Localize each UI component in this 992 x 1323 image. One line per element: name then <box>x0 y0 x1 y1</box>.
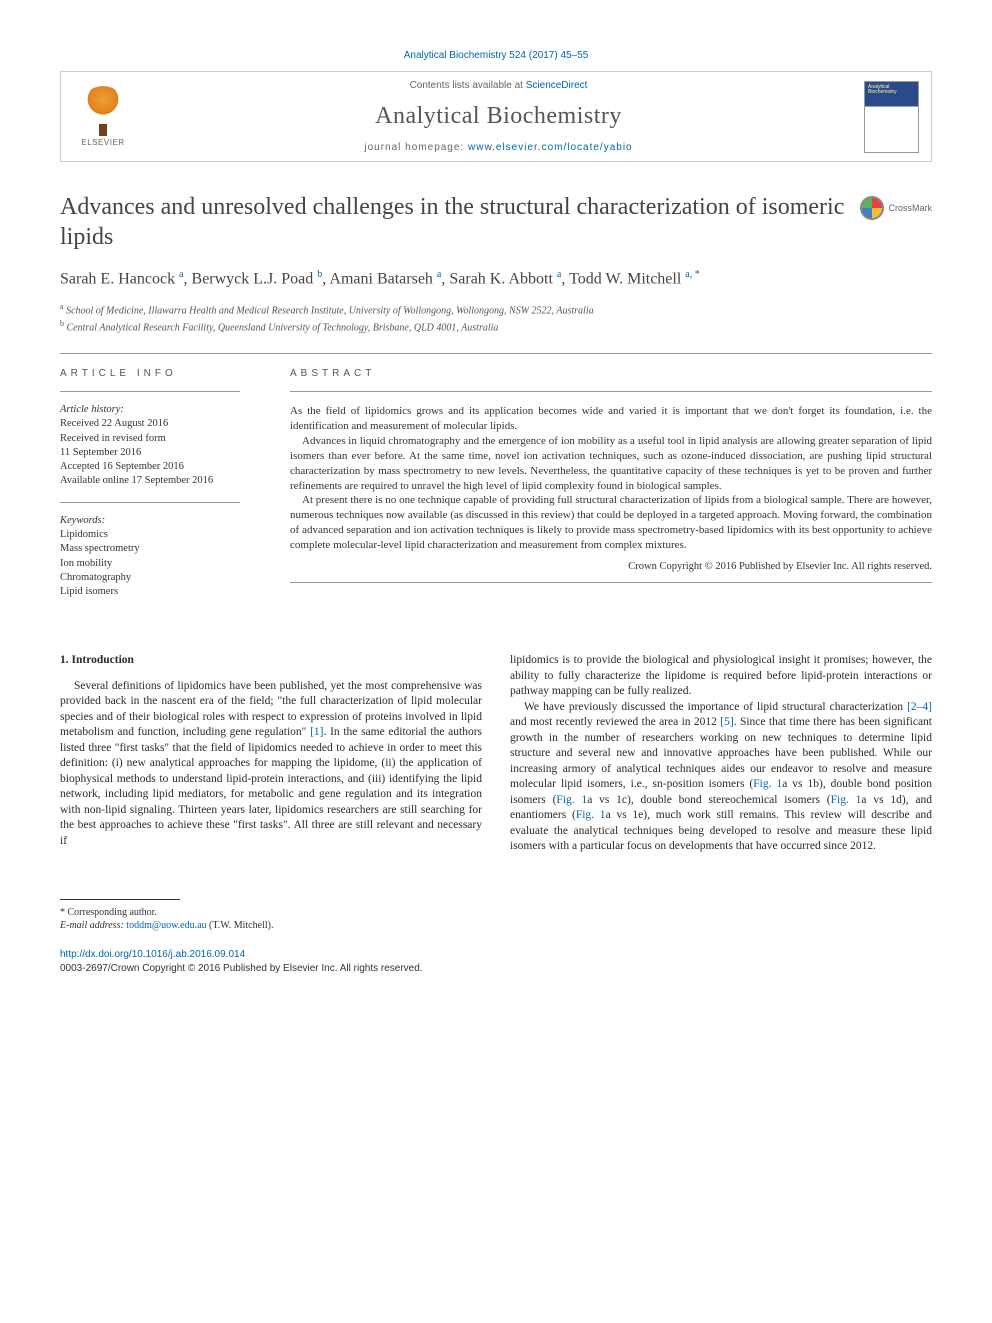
keywords-block: Lipidomics Mass spectrometry Ion mobilit… <box>60 528 260 599</box>
journal-title: Analytical Biochemistry <box>133 103 864 130</box>
keyword: Mass spectrometry <box>60 542 260 556</box>
crossmark-icon <box>860 196 884 220</box>
contents-prefix: Contents lists available at <box>410 80 526 91</box>
abstract-block: ABSTRACT As the field of lipidomics grow… <box>290 368 932 613</box>
abstract-para-2: Advances in liquid chromatography and th… <box>290 434 932 493</box>
journal-cover-thumb: Analytical Biochemistry <box>864 81 919 153</box>
keyword: Chromatography <box>60 571 260 585</box>
figure-link[interactable]: Fig. 1 <box>556 794 587 806</box>
body-column-left: 1. Introduction Several definitions of l… <box>60 653 482 932</box>
history-revised-1: Received in revised form <box>60 432 260 446</box>
history-label: Article history: <box>60 404 260 415</box>
info-rule-top <box>60 391 240 392</box>
body-para-2b: We have previously discussed the importa… <box>510 700 932 855</box>
abstract-rule-top <box>290 391 932 392</box>
article-info-block: ARTICLE INFO Article history: Received 2… <box>60 368 260 613</box>
footnote-separator <box>60 899 180 900</box>
sciencedirect-link[interactable]: ScienceDirect <box>526 80 588 91</box>
affiliations: a School of Medicine, Illawarra Health a… <box>60 301 932 336</box>
homepage-line: journal homepage: www.elsevier.com/locat… <box>133 142 864 153</box>
history-received: Received 22 August 2016 <box>60 417 260 431</box>
section-1-heading: 1. Introduction <box>60 653 482 669</box>
cover-mini-title: Analytical Biochemistry <box>868 85 915 95</box>
figure-link[interactable]: Fig. 1 <box>753 778 782 790</box>
crossmark-label: CrossMark <box>888 203 932 213</box>
figure-link[interactable]: Fig. 1 <box>576 809 606 821</box>
figure-link[interactable]: Fig. 1 <box>831 794 862 806</box>
article-title: Advances and unresolved challenges in th… <box>60 192 848 252</box>
affiliation-a: School of Medicine, Illawarra Health and… <box>66 305 594 316</box>
affiliation-b: Central Analytical Research Facility, Qu… <box>67 322 499 333</box>
journal-header: ELSEVIER Contents lists available at Sci… <box>60 71 932 162</box>
crossmark-badge[interactable]: CrossMark <box>860 196 932 220</box>
keywords-label: Keywords: <box>60 515 260 526</box>
body-text: 1. Introduction Several definitions of l… <box>60 653 932 932</box>
footnotes: * Corresponding author. E-mail address: … <box>60 906 482 932</box>
ref-link[interactable]: [1] <box>310 726 323 738</box>
ref-link[interactable]: [2–4] <box>907 701 932 713</box>
body-column-right: lipidomics is to provide the biological … <box>510 653 932 932</box>
abstract-rule-bottom <box>290 582 932 583</box>
abstract-para-1: As the field of lipidomics grows and its… <box>290 404 932 434</box>
body-para-2a: lipidomics is to provide the biological … <box>510 653 932 700</box>
ref-link[interactable]: [5] <box>720 716 733 728</box>
history-revised-2: 11 September 2016 <box>60 446 260 460</box>
elsevier-label: ELSEVIER <box>81 138 124 147</box>
email-label: E-mail address: <box>60 920 124 931</box>
elsevier-logo: ELSEVIER <box>73 82 133 152</box>
abstract-copyright: Crown Copyright © 2016 Published by Else… <box>290 561 932 572</box>
body-para-1: Several definitions of lipidomics have b… <box>60 679 482 850</box>
abstract-para-3: At present there is no one technique cap… <box>290 493 932 552</box>
author-list: Sarah E. Hancock a, Berwyck L.J. Poad b,… <box>60 268 932 291</box>
keyword: Lipidomics <box>60 528 260 542</box>
history-block: Received 22 August 2016 Received in revi… <box>60 417 260 488</box>
keyword: Ion mobility <box>60 557 260 571</box>
history-accepted: Accepted 16 September 2016 <box>60 460 260 474</box>
homepage-prefix: journal homepage: <box>364 142 468 153</box>
elsevier-tree-icon <box>81 86 125 130</box>
corresponding-note: * Corresponding author. <box>60 906 482 919</box>
journal-reference: Analytical Biochemistry 524 (2017) 45–55 <box>60 50 932 61</box>
article-info-heading: ARTICLE INFO <box>60 368 260 379</box>
issn-copyright: 0003-2697/Crown Copyright © 2016 Publish… <box>60 963 423 974</box>
corresponding-email-link[interactable]: toddm@uow.edu.au <box>126 920 206 931</box>
email-suffix: (T.W. Mitchell). <box>209 920 273 931</box>
doi-link[interactable]: http://dx.doi.org/10.1016/j.ab.2016.09.0… <box>60 949 245 960</box>
info-rule-mid <box>60 502 240 503</box>
abstract-heading: ABSTRACT <box>290 368 932 379</box>
doi-block: http://dx.doi.org/10.1016/j.ab.2016.09.0… <box>60 948 932 976</box>
history-online: Available online 17 September 2016 <box>60 474 260 488</box>
contents-line: Contents lists available at ScienceDirec… <box>133 80 864 91</box>
homepage-link[interactable]: www.elsevier.com/locate/yabio <box>468 142 633 153</box>
keyword: Lipid isomers <box>60 585 260 599</box>
